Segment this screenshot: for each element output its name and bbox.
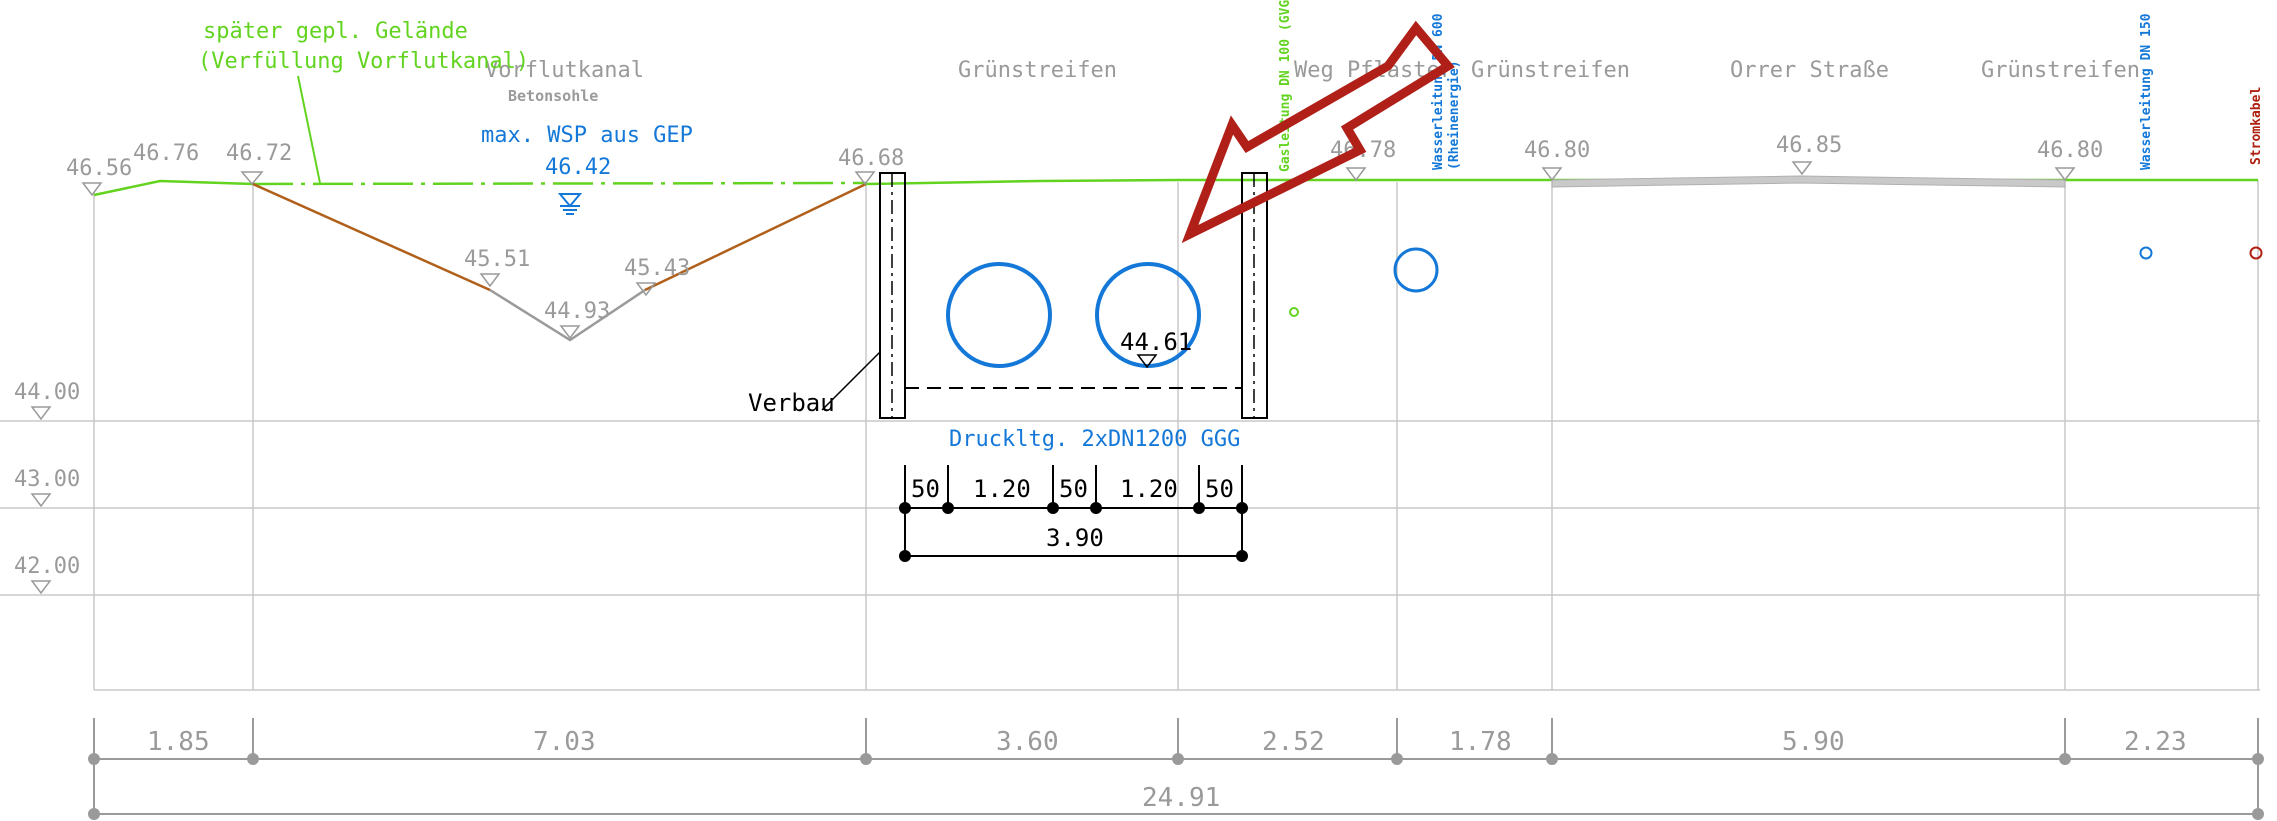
water-pipe-dn600 <box>1393 247 1439 293</box>
verbau-leader <box>821 351 881 411</box>
dim-50-mid: 50 <box>1059 475 1088 503</box>
dim-total: 3.90 <box>1046 524 1104 552</box>
future-terrain-label-1: später gepl. Gelände <box>203 19 468 44</box>
section-dimension-chain <box>88 718 2264 820</box>
level-triangle-icon <box>479 273 501 288</box>
section-width-4: 2.52 <box>1262 727 1325 757</box>
ref-level-42: 42.00 <box>14 554 80 579</box>
reference-levels: 44.00 43.00 42.00 <box>14 380 80 595</box>
zone-vorflutkanal: Vorflutkanal <box>485 58 644 83</box>
zone-gruenstreifen-1: Grünstreifen <box>958 58 1117 83</box>
level-triangle-icon <box>81 182 103 197</box>
elevation-markers: 46.56 46.76 46.72 45.51 44.93 45.43 46.6… <box>66 133 2103 340</box>
level-triangle-icon <box>1791 161 1813 176</box>
wsp-label: max. WSP aus GEP <box>481 123 693 148</box>
section-width-1: 1.85 <box>147 727 210 757</box>
dim-50-right: 50 <box>1205 475 1234 503</box>
road-surface <box>1551 175 2066 188</box>
water-pipe-1-label: Wasserleitung DN 600 <box>1431 13 1446 170</box>
pressure-main-label: Druckltg. 2xDN1200 GGG <box>949 427 1240 452</box>
power-cable-icon <box>2249 246 2263 260</box>
overall-width: 24.91 <box>1142 783 1220 813</box>
ref-level-43: 43.00 <box>14 467 80 492</box>
canal-bottom-gray <box>489 288 646 342</box>
level-triangle-icon <box>2054 167 2076 182</box>
level-triangle-icon <box>1345 167 1367 182</box>
level-triangle-icon <box>559 325 581 340</box>
zone-gruenstreifen-3: Grünstreifen <box>1981 58 2140 83</box>
section-width-5: 1.78 <box>1449 727 1512 757</box>
pipe-dn1200-left <box>946 262 1052 368</box>
trench <box>879 172 1268 419</box>
elevation-label: 44.61 <box>1120 328 1192 356</box>
wsp-value: 46.42 <box>545 155 611 180</box>
level-triangle-icon <box>30 406 52 421</box>
zone-labels: Vorflutkanal Betonsohle Grünstreifen Weg… <box>485 58 2140 105</box>
elevation-label: 46.80 <box>1524 138 1590 163</box>
dim-120-left: 1.20 <box>973 475 1031 503</box>
section-width-7: 2.23 <box>2124 727 2187 757</box>
elevation-label: 46.68 <box>838 146 904 171</box>
slope-right-brown <box>644 182 867 292</box>
elevation-label: 46.85 <box>1776 133 1842 158</box>
elevation-label: 45.51 <box>464 247 530 272</box>
zone-orrer-strasse: Orrer Straße <box>1730 58 1889 83</box>
gas-pipe-label: Gasleitung DN 100 (GVG) <box>1278 0 1293 172</box>
verbau-label: Verbau <box>748 389 835 417</box>
water-level-icon <box>557 193 583 215</box>
future-terrain-pointer <box>297 75 321 184</box>
future-terrain-label-2: (Verfüllung Vorflutkanal) <box>198 49 529 74</box>
power-cable-label: Stromkabel <box>2249 87 2264 165</box>
water-pipe-2-label: Wasserleitung DN 150 <box>2139 13 2154 170</box>
level-triangle-icon <box>1136 354 1158 369</box>
zone-betonsohle: Betonsohle <box>508 87 598 105</box>
level-triangle-icon <box>635 282 657 297</box>
level-triangle-icon <box>240 171 264 186</box>
elevation-label: 46.76 <box>133 141 199 166</box>
water-pipe-1-owner: (Rheinenergie) <box>1447 60 1462 170</box>
dim-50-left: 50 <box>911 475 940 503</box>
water-pipe-dn150 <box>2139 246 2153 260</box>
elevation-label: 46.72 <box>226 141 292 166</box>
level-triangle-icon <box>30 580 52 595</box>
section-width-2: 7.03 <box>533 727 596 757</box>
section-width-3: 3.60 <box>996 727 1059 757</box>
highlight-arrow-icon <box>1181 20 1455 244</box>
slope-left-brown <box>252 182 491 292</box>
level-triangle-icon <box>30 493 52 508</box>
existing-terrain-left <box>93 179 254 197</box>
elevation-label: 45.43 <box>624 256 690 281</box>
ref-level-44: 44.00 <box>14 380 80 405</box>
elevation-label: 44.93 <box>544 299 610 324</box>
gas-pipe-icon <box>1289 307 1299 317</box>
future-terrain-line <box>252 181 867 186</box>
level-triangle-icon <box>854 171 876 186</box>
grid <box>0 180 2260 691</box>
trench-dimensions <box>899 465 1248 562</box>
zone-gruenstreifen-2: Grünstreifen <box>1471 58 1630 83</box>
elevation-label: 46.56 <box>66 156 132 181</box>
terrain <box>93 75 2258 342</box>
section-width-6: 5.90 <box>1782 727 1845 757</box>
elevation-label: 46.80 <box>2037 138 2103 163</box>
level-triangle-icon <box>1541 167 1563 182</box>
dim-120-right: 1.20 <box>1120 475 1178 503</box>
